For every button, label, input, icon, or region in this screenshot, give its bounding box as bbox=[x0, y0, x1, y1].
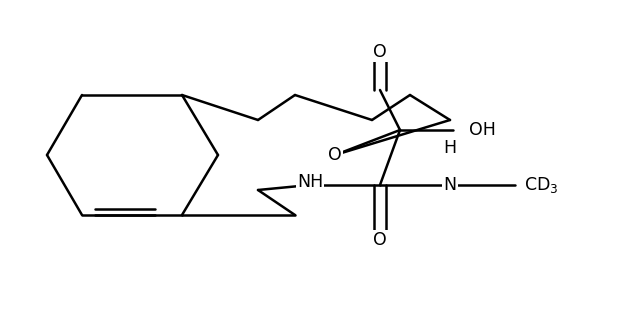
Text: CD$_3$: CD$_3$ bbox=[525, 175, 559, 195]
Text: N: N bbox=[443, 176, 456, 194]
Text: NH: NH bbox=[297, 173, 323, 191]
Text: H: H bbox=[443, 139, 456, 157]
Text: O: O bbox=[373, 231, 387, 249]
Text: O: O bbox=[328, 146, 342, 164]
Text: OH: OH bbox=[469, 121, 495, 139]
Text: O: O bbox=[373, 43, 387, 61]
